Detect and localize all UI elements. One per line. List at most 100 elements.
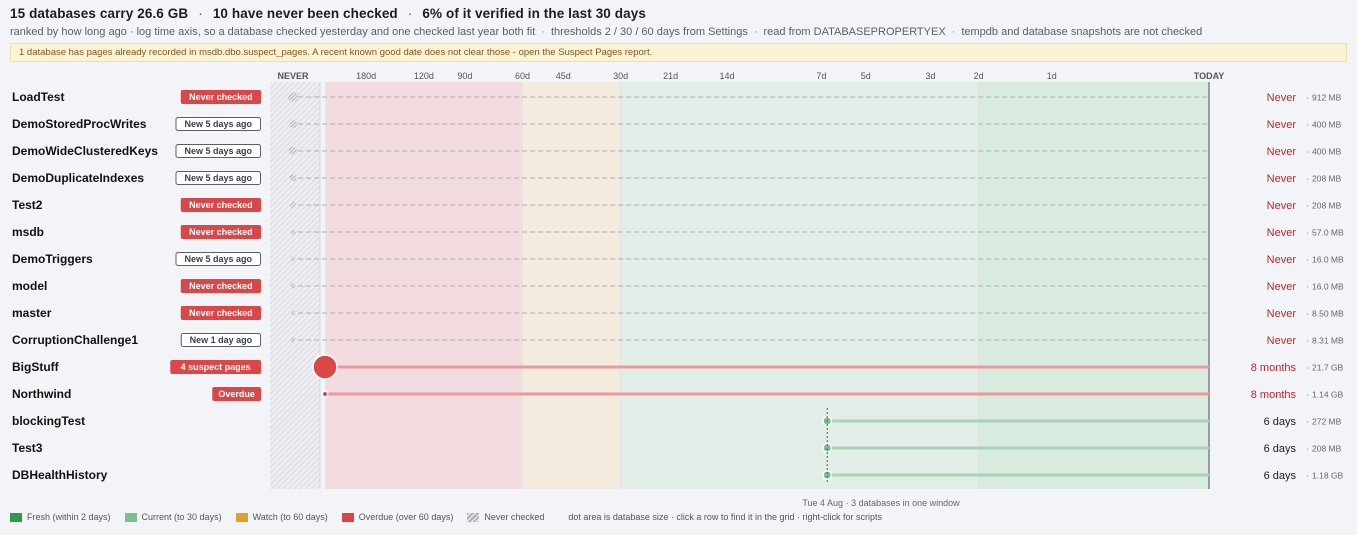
window-note: 3 databases in one window — [851, 498, 960, 508]
database-row[interactable]: DBHealthHistory 6 days · 1.18 GB — [0, 462, 1357, 489]
status-badge — [212, 387, 261, 401]
database-size: 1.18 GB — [1312, 471, 1344, 481]
database-size: 400 MB — [1312, 147, 1342, 157]
last-check-age: Never — [1267, 308, 1297, 320]
database-row[interactable]: msdb Never checked Never · 57.0 MB — [0, 219, 1357, 246]
status-badge-label: New 5 days ago — [184, 254, 252, 264]
last-check-age: 8 months — [1251, 362, 1297, 374]
separator-dot: · — [1306, 336, 1309, 346]
axis-tick-60d: 60d — [515, 71, 530, 81]
database-name: BigStuff — [12, 360, 60, 374]
summary-verified: 6% of it verified in the last 30 days — [422, 6, 646, 21]
database-row[interactable]: CorruptionChallenge1 New 1 day ago Never · 8… — [0, 327, 1357, 354]
status-badge — [180, 279, 261, 293]
database-name: DemoWideClusteredKeys — [12, 144, 158, 158]
window-annotation: Tue 4 Aug · 3 databases in one window — [802, 408, 960, 508]
database-name: Northwind — [12, 387, 71, 401]
separator-dot: · — [1306, 174, 1309, 184]
status-badge-label: Overdue — [218, 389, 255, 399]
status-badge — [170, 360, 261, 374]
status-badge — [180, 306, 261, 320]
database-row[interactable]: BigStuff 4 suspect pages 8 months · 21.7 GB — [0, 354, 1357, 381]
separator-dot: · — [1306, 282, 1309, 292]
database-name: DemoStoredProcWrites — [12, 117, 147, 131]
separator-dot: · — [1306, 255, 1309, 265]
database-size: 16.0 MB — [1312, 255, 1344, 265]
database-name: DemoDuplicateIndexes — [12, 171, 144, 185]
database-size: 400 MB — [1312, 120, 1342, 130]
legend-swatch — [124, 512, 137, 522]
summary-subtitle: ranked by how long ago · log time axis, … — [10, 26, 1202, 38]
axis-tick-3d: 3d — [925, 71, 935, 81]
status-badge — [180, 225, 261, 239]
legend-item: Fresh (within 2 days) — [10, 512, 111, 522]
last-check-age: 6 days — [1264, 470, 1297, 482]
last-check-age: Never — [1267, 173, 1297, 185]
status-badge — [180, 198, 261, 212]
never-checked-icon — [288, 146, 298, 156]
window-separator: · — [843, 498, 851, 508]
last-check-age: 8 months — [1251, 389, 1297, 401]
legend-item: Overdue (over 60 days) — [341, 512, 454, 522]
axis-ticks: NEVER 180d 120d 90d 60d 45d 30d 21d 14d 7d 5d 3d 2d 1… — [277, 71, 1224, 81]
subtitle-separator: · — [951, 26, 956, 38]
summary-title: 15 databases carry 26.6 GB · 10 have never… — [10, 6, 646, 21]
status-badge-label: Never checked — [189, 308, 253, 318]
separator-dot: · — [1306, 390, 1309, 400]
status-badge-label: Never checked — [189, 92, 253, 102]
database-row[interactable]: LoadTest Never checked Never · 912 MB — [0, 84, 1357, 111]
database-row[interactable]: DemoStoredProcWrites New 5 days ago Never ·… — [0, 111, 1357, 138]
legend-label: Overdue (over 60 days) — [358, 512, 454, 522]
legend-swatch — [467, 512, 480, 522]
last-check-age: Never — [1267, 119, 1297, 131]
database-row[interactable]: model Never checked Never · 16.0 MB — [0, 273, 1357, 300]
status-badge — [175, 171, 261, 185]
never-checked-icon — [290, 229, 296, 235]
database-row[interactable]: blockingTest 6 days · 272 MB — [0, 408, 1357, 435]
database-row[interactable]: Test2 Never checked Never · 208 MB — [0, 192, 1357, 219]
subtitle-source: read from DATABASEPROPERTYEX — [763, 26, 946, 38]
separator-dot: · — [1306, 417, 1309, 427]
database-row[interactable]: master Never checked Never · 8.50 MB — [0, 300, 1357, 327]
axis-tick-7d: 7d — [816, 71, 826, 81]
database-name: model — [12, 279, 47, 293]
separator-dot: · — [1306, 471, 1309, 481]
last-checkdb-timeline-chart: NEVER 180d 120d 90d 60d 45d 30d 21d 14d 7d 5d 3d 2d 1… — [0, 71, 1357, 508]
legend-label: Watch (to 60 days) — [252, 512, 328, 522]
database-name: Test3 — [12, 441, 43, 455]
title-separator: · — [198, 6, 203, 21]
database-row[interactable]: Test3 6 days · 208 MB — [0, 435, 1357, 462]
database-row[interactable]: Northwind Overdue 8 months · 1.14 GB — [0, 381, 1357, 408]
database-size: 208 MB — [1312, 444, 1342, 454]
axis-tick-today: TODAY — [1194, 71, 1225, 81]
subtitle-ranking: ranked by how long ago · log time axis, … — [10, 26, 536, 38]
database-row[interactable]: DemoWideClusteredKeys New 5 days ago Never… — [0, 138, 1357, 165]
database-name: DBHealthHistory — [12, 468, 108, 482]
axis-tick-30d: 30d — [613, 71, 628, 81]
axis-tick-2d: 2d — [974, 71, 984, 81]
status-badge-label: Never checked — [189, 200, 253, 210]
database-size: 208 MB — [1312, 174, 1342, 184]
never-checked-icon — [289, 201, 297, 209]
database-size: 16.0 MB — [1312, 282, 1344, 292]
database-name: msdb — [12, 225, 44, 239]
last-check-age: Never — [1267, 281, 1297, 293]
database-size: 8.50 MB — [1312, 309, 1344, 319]
legend-note: dot area is database size · click a row … — [568, 512, 882, 522]
never-checked-icon — [290, 337, 296, 343]
database-row[interactable]: DemoTriggers New 5 days ago Never · 16.0 MB — [0, 246, 1357, 273]
separator-dot: · — [1306, 363, 1309, 373]
database-size: 1.14 GB — [1312, 390, 1344, 400]
legend-label: Fresh (within 2 days) — [27, 512, 111, 522]
never-checked-icon — [290, 283, 296, 289]
size-dot — [312, 354, 338, 380]
legend-item: Watch (to 60 days) — [235, 512, 328, 522]
separator-dot: · — [1306, 228, 1309, 238]
suspect-pages-warning-banner[interactable]: 1 database has pages already recorded in… — [10, 43, 1347, 62]
database-row[interactable]: DemoDuplicateIndexes New 5 days ago Never ·… — [0, 165, 1357, 192]
never-checked-icon — [290, 256, 296, 262]
database-size: 57.0 MB — [1312, 228, 1344, 238]
last-check-age: 6 days — [1264, 443, 1297, 455]
axis-tick-1d: 1d — [1047, 71, 1057, 81]
database-rows: LoadTest Never checked Never · 912 MBDemoSto… — [0, 84, 1357, 489]
